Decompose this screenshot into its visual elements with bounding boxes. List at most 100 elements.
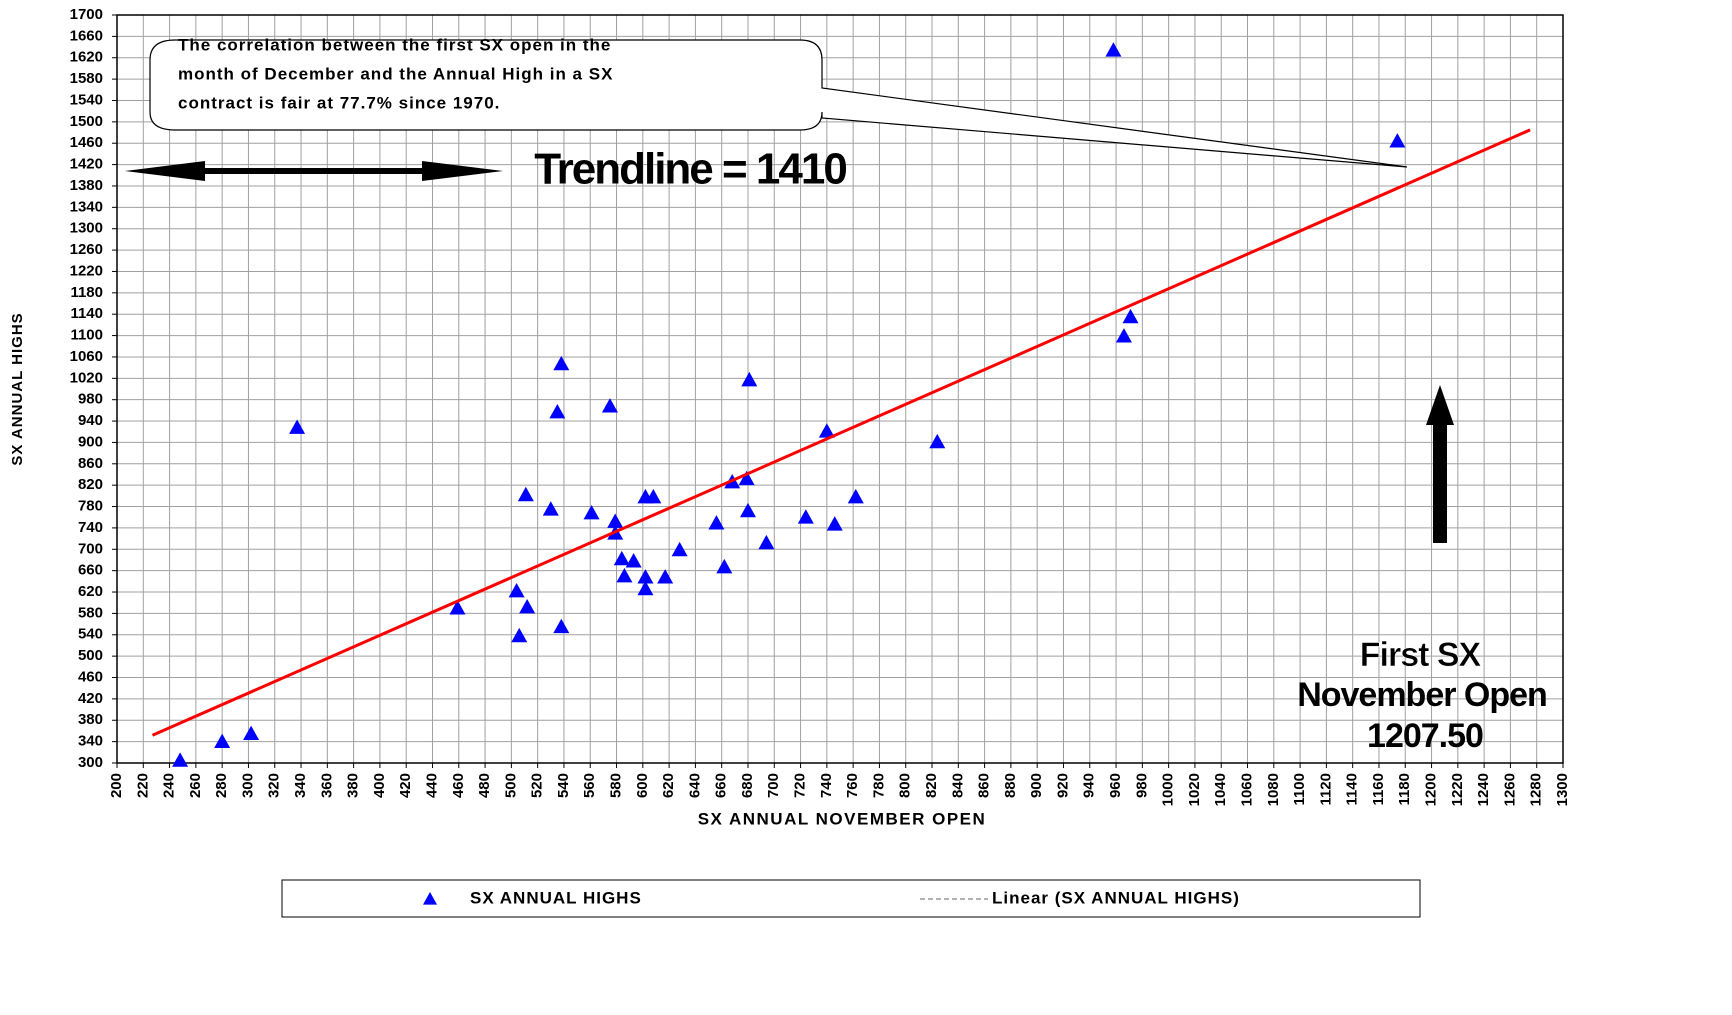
point — [738, 470, 755, 486]
x-tick-label: 1280 — [1528, 773, 1545, 806]
y-tick-label: 1460 — [70, 134, 103, 151]
x-tick-label: 360 — [318, 773, 335, 798]
x-tick-label: 700 — [765, 773, 782, 798]
point — [243, 725, 260, 741]
y-tick-label: 1180 — [70, 284, 103, 301]
x-tick-label: 1300 — [1554, 773, 1571, 806]
x-tick-label: 720 — [792, 773, 809, 798]
x-tick-label: 1040 — [1212, 773, 1229, 806]
x-tick-label: 320 — [266, 773, 283, 798]
y-tick-label: 1060 — [70, 348, 103, 365]
x-tick-label: 580 — [607, 773, 624, 798]
point — [657, 569, 674, 584]
marks-layer — [151, 42, 1531, 767]
x-tick-label: 1000 — [1160, 773, 1177, 806]
x-tick-label: 1120 — [1317, 773, 1334, 806]
x-tick-label: 840 — [949, 773, 966, 798]
y-tick-label: 1100 — [70, 327, 103, 344]
up-arrow — [1426, 385, 1454, 543]
x-tick-label: 260 — [187, 773, 204, 798]
y-tick-label: 1140 — [70, 305, 103, 322]
y-tick-label: 820 — [78, 476, 103, 493]
point — [172, 752, 189, 767]
y-tick-label: 1660 — [70, 27, 103, 44]
double-arrow — [125, 161, 503, 181]
y-tick-label: 620 — [78, 583, 103, 600]
legend-box — [281, 879, 1421, 918]
point — [826, 516, 843, 531]
point — [449, 600, 466, 615]
x-tick-label: 1240 — [1475, 773, 1492, 806]
point — [847, 488, 864, 504]
legend-swatch — [423, 892, 437, 905]
x-tick-label: 1100 — [1291, 773, 1308, 806]
x-tick-label: 880 — [1002, 773, 1019, 798]
y-tick-label: 1340 — [70, 198, 103, 215]
point — [542, 501, 559, 516]
y-tick-label: 700 — [78, 540, 103, 557]
y-tick-label: 1420 — [70, 156, 103, 173]
y-tick-label: 1580 — [70, 70, 103, 87]
y-tick-label: 460 — [78, 668, 103, 685]
callout-text: The correlation between the first SX ope… — [178, 35, 611, 54]
point — [1389, 133, 1406, 148]
point — [553, 355, 570, 371]
x-tick-label: 620 — [660, 773, 677, 798]
point — [517, 486, 534, 502]
y-tick-label: 580 — [78, 604, 103, 621]
x-tick-label: 540 — [555, 773, 572, 798]
legend: SX ANNUAL HIGHS Linear (SX ANNUAL HIGHS) — [423, 888, 1239, 907]
y-tick-label: 780 — [78, 498, 103, 515]
callout-bubble — [149, 39, 1408, 168]
y-tick-label: 1300 — [70, 220, 103, 237]
callout-text: contract is fair at 77.7% since 1970. — [178, 93, 500, 112]
point — [1122, 308, 1139, 324]
y-tick-label: 1540 — [70, 91, 103, 108]
x-tick-label: 460 — [450, 773, 467, 798]
point — [553, 618, 570, 634]
x-tick-label: 1260 — [1501, 773, 1518, 806]
point — [818, 423, 835, 438]
y-tick-label: 1020 — [70, 369, 103, 386]
x-tick-label: 220 — [134, 773, 151, 798]
x-tick-label: 480 — [476, 773, 493, 798]
x-tick-label: 740 — [818, 773, 835, 798]
x-tick-label: 640 — [686, 773, 703, 798]
open-label: 1207.50 — [1367, 717, 1483, 755]
point — [637, 569, 654, 584]
y-tick-label: 980 — [78, 391, 103, 408]
x-tick-label: 1160 — [1370, 773, 1387, 806]
x-tick-label: 1020 — [1186, 773, 1203, 806]
x-tick-label: 780 — [870, 773, 887, 798]
point — [797, 509, 814, 524]
x-tick-label: 500 — [502, 773, 519, 798]
point — [708, 515, 725, 530]
point — [929, 433, 946, 449]
x-tick-label: 760 — [844, 773, 861, 798]
x-tick-label: 1080 — [1265, 773, 1282, 806]
point — [289, 419, 306, 434]
y-tick-label: 1380 — [70, 177, 103, 194]
open-label: November Open — [1297, 676, 1547, 714]
x-tick-label: 600 — [634, 773, 651, 798]
point — [758, 534, 775, 550]
point — [549, 403, 566, 419]
y-tick-label: 1260 — [70, 241, 103, 258]
x-tick-label: 400 — [371, 773, 388, 798]
point — [613, 550, 630, 566]
point — [519, 598, 536, 614]
y-tick-label: 1500 — [70, 113, 103, 130]
plot-border — [116, 14, 1564, 764]
point — [607, 513, 624, 528]
point — [1105, 42, 1122, 57]
point — [716, 558, 733, 574]
x-tick-label: 800 — [897, 773, 914, 798]
x-tick-label: 280 — [213, 773, 230, 798]
y-axis-title: SX ANNUAL HIGHS — [9, 312, 26, 465]
trendline — [151, 128, 1531, 737]
x-tick-label: 900 — [1028, 773, 1045, 798]
x-tick-label: 420 — [397, 773, 414, 798]
y-tick-label: 500 — [78, 647, 103, 664]
